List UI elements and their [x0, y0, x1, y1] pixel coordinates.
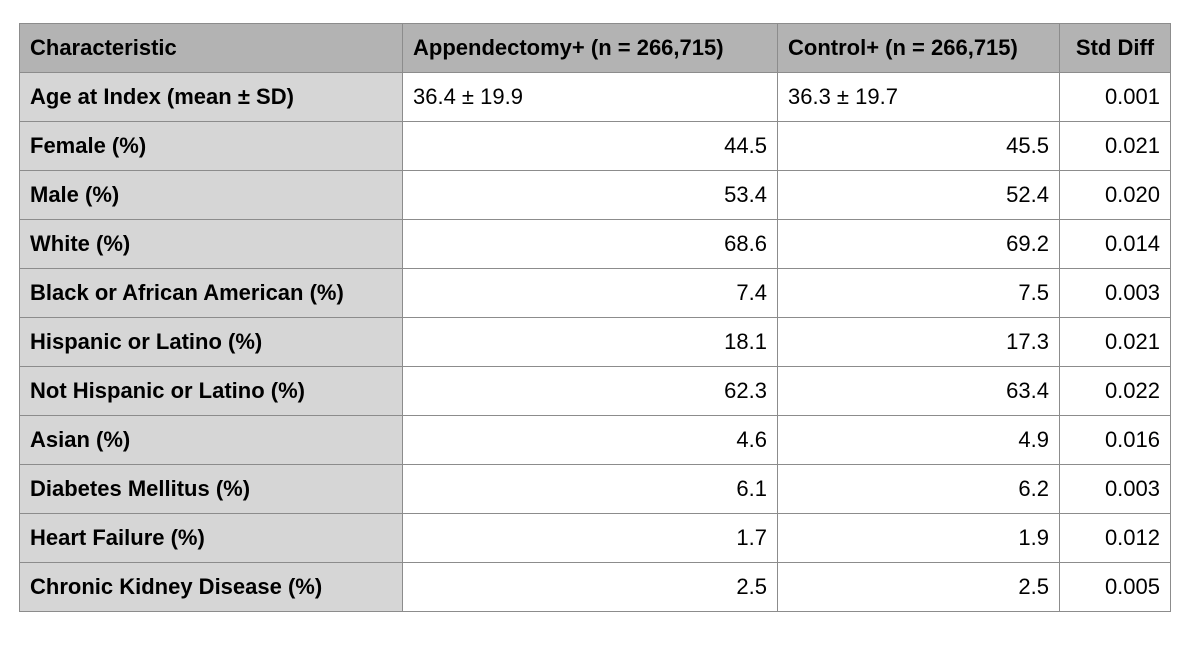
table-row: Diabetes Mellitus (%) 6.1 6.2 0.003 — [19, 464, 1171, 514]
appendectomy-value: 2.5 — [402, 562, 778, 612]
table-body: Age at Index (mean ± SD) 36.4 ± 19.9 36.… — [19, 72, 1171, 612]
table-row: Chronic Kidney Disease (%) 2.5 2.5 0.005 — [19, 562, 1171, 612]
characteristics-table: Characteristic Appendectomy+ (n = 266,71… — [19, 23, 1171, 612]
std-diff-value: 0.012 — [1059, 513, 1171, 563]
row-label: Chronic Kidney Disease (%) — [19, 562, 403, 612]
table-header: Characteristic Appendectomy+ (n = 266,71… — [19, 23, 1171, 73]
row-label: Hispanic or Latino (%) — [19, 317, 403, 367]
row-label: White (%) — [19, 219, 403, 269]
std-diff-value: 0.021 — [1059, 317, 1171, 367]
std-diff-value: 0.016 — [1059, 415, 1171, 465]
control-value: 69.2 — [777, 219, 1060, 269]
row-label: Asian (%) — [19, 415, 403, 465]
control-value: 6.2 — [777, 464, 1060, 514]
row-label: Black or African American (%) — [19, 268, 403, 318]
appendectomy-value: 6.1 — [402, 464, 778, 514]
std-diff-value: 0.022 — [1059, 366, 1171, 416]
appendectomy-value: 36.4 ± 19.9 — [402, 72, 778, 122]
table-row: White (%) 68.6 69.2 0.014 — [19, 219, 1171, 269]
table-row: Hispanic or Latino (%) 18.1 17.3 0.021 — [19, 317, 1171, 367]
control-value: 7.5 — [777, 268, 1060, 318]
control-value: 52.4 — [777, 170, 1060, 220]
header-characteristic: Characteristic — [19, 23, 403, 73]
control-value: 1.9 — [777, 513, 1060, 563]
std-diff-value: 0.003 — [1059, 464, 1171, 514]
std-diff-value: 0.021 — [1059, 121, 1171, 171]
row-label: Female (%) — [19, 121, 403, 171]
header-appendectomy: Appendectomy+ (n = 266,715) — [402, 23, 778, 73]
control-value: 2.5 — [777, 562, 1060, 612]
table-row: Male (%) 53.4 52.4 0.020 — [19, 170, 1171, 220]
appendectomy-value: 62.3 — [402, 366, 778, 416]
appendectomy-value: 1.7 — [402, 513, 778, 563]
std-diff-value: 0.001 — [1059, 72, 1171, 122]
table-row: Age at Index (mean ± SD) 36.4 ± 19.9 36.… — [19, 72, 1171, 122]
table-row: Heart Failure (%) 1.7 1.9 0.012 — [19, 513, 1171, 563]
row-label: Diabetes Mellitus (%) — [19, 464, 403, 514]
table-row: Not Hispanic or Latino (%) 62.3 63.4 0.0… — [19, 366, 1171, 416]
appendectomy-value: 7.4 — [402, 268, 778, 318]
control-value: 17.3 — [777, 317, 1060, 367]
control-value: 63.4 — [777, 366, 1060, 416]
row-label: Heart Failure (%) — [19, 513, 403, 563]
header-control: Control+ (n = 266,715) — [777, 23, 1060, 73]
appendectomy-value: 18.1 — [402, 317, 778, 367]
table-row: Black or African American (%) 7.4 7.5 0.… — [19, 268, 1171, 318]
control-value: 4.9 — [777, 415, 1060, 465]
row-label: Not Hispanic or Latino (%) — [19, 366, 403, 416]
table-row: Female (%) 44.5 45.5 0.021 — [19, 121, 1171, 171]
appendectomy-value: 44.5 — [402, 121, 778, 171]
appendectomy-value: 4.6 — [402, 415, 778, 465]
std-diff-value: 0.020 — [1059, 170, 1171, 220]
control-value: 45.5 — [777, 121, 1060, 171]
std-diff-value: 0.005 — [1059, 562, 1171, 612]
row-label: Age at Index (mean ± SD) — [19, 72, 403, 122]
std-diff-value: 0.014 — [1059, 219, 1171, 269]
control-value: 36.3 ± 19.7 — [777, 72, 1060, 122]
appendectomy-value: 68.6 — [402, 219, 778, 269]
row-label: Male (%) — [19, 170, 403, 220]
std-diff-value: 0.003 — [1059, 268, 1171, 318]
table-row: Asian (%) 4.6 4.9 0.016 — [19, 415, 1171, 465]
appendectomy-value: 53.4 — [402, 170, 778, 220]
header-row: Characteristic Appendectomy+ (n = 266,71… — [19, 23, 1171, 73]
header-std-diff: Std Diff — [1059, 23, 1171, 73]
